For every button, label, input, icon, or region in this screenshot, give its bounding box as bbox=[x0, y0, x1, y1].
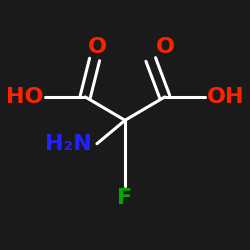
Text: F: F bbox=[118, 188, 132, 208]
Text: OH: OH bbox=[207, 87, 244, 107]
Text: O: O bbox=[88, 37, 106, 57]
Text: O: O bbox=[156, 37, 174, 57]
Text: HO: HO bbox=[6, 87, 43, 107]
Text: H₂N: H₂N bbox=[46, 134, 92, 154]
